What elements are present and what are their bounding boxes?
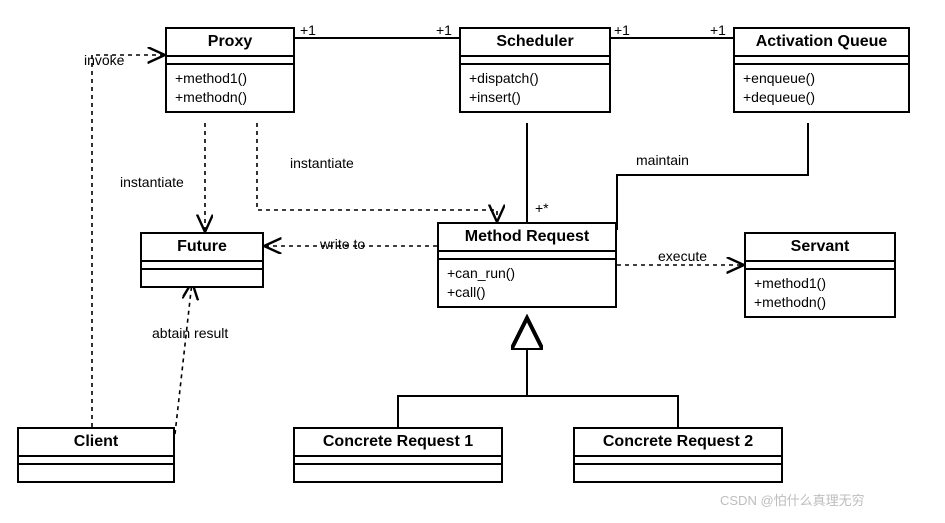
label-instantiate-1: instantiate [120, 174, 184, 190]
class-servant-ops: +method1() +methodn() [746, 270, 894, 316]
class-aqueue-ops: +enqueue() +dequeue() [735, 65, 908, 111]
label-maintain: maintain [636, 152, 689, 168]
label-write-to: write to [320, 236, 365, 252]
class-concrete-request-2: Concrete Request 2 [573, 427, 783, 483]
class-mreq-name: Method Request [439, 224, 615, 252]
label-abtain-result: abtain result [152, 325, 228, 341]
mult-sched-left: +1 [436, 22, 452, 38]
class-scheduler-name: Scheduler [461, 29, 609, 57]
mult-mreq-top: +* [535, 200, 549, 216]
watermark: CSDN @怕什么真理无穷 [720, 490, 865, 509]
class-mreq-ops: +can_run() +call() [439, 260, 615, 306]
label-invoke: invoke [84, 52, 124, 68]
class-method-request: Method Request +can_run() +call() [437, 222, 617, 308]
edge-proxy-mreq [257, 123, 497, 222]
class-servant-name: Servant [746, 234, 894, 262]
class-client-name: Client [19, 429, 173, 457]
class-creq1-name: Concrete Request 1 [295, 429, 501, 457]
class-scheduler: Scheduler +dispatch() +insert() [459, 27, 611, 113]
mult-sched-right: +1 [614, 22, 630, 38]
mult-aqueue-left: +1 [710, 22, 726, 38]
class-future-name: Future [142, 234, 262, 262]
edge-client-future [175, 282, 192, 434]
class-proxy-ops: +method1() +methodn() [167, 65, 293, 111]
class-proxy: Proxy +method1() +methodn() [165, 27, 295, 113]
label-execute: execute [658, 248, 707, 264]
class-proxy-name: Proxy [167, 29, 293, 57]
class-concrete-request-1: Concrete Request 1 [293, 427, 503, 483]
class-aqueue-name: Activation Queue [735, 29, 908, 57]
mult-proxy-right: +1 [300, 22, 316, 38]
class-future: Future [140, 232, 264, 288]
class-client: Client [17, 427, 175, 483]
class-scheduler-ops: +dispatch() +insert() [461, 65, 609, 111]
label-instantiate-2: instantiate [290, 155, 354, 171]
class-activation-queue: Activation Queue +enqueue() +dequeue() [733, 27, 910, 113]
class-servant: Servant +method1() +methodn() [744, 232, 896, 318]
class-creq2-name: Concrete Request 2 [575, 429, 781, 457]
edge-aqueue-mreq [617, 123, 808, 230]
edge-gen-bus [398, 396, 678, 427]
